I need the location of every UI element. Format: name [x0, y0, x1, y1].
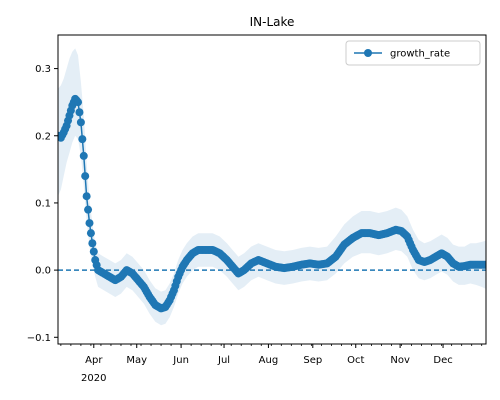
x-tick-label: Dec	[433, 355, 452, 366]
x-year-label: 2020	[81, 373, 106, 384]
x-tick-label: Jul	[217, 355, 230, 366]
data-point	[75, 108, 84, 117]
x-tick-label: Oct	[347, 355, 364, 366]
data-point	[85, 219, 94, 228]
confidence-band	[58, 48, 486, 326]
data-point	[482, 260, 486, 269]
x-tick-label: Apr	[85, 355, 103, 366]
y-tick-label: 0.3	[35, 64, 51, 75]
axes-frame	[57, 34, 487, 345]
data-point	[84, 205, 93, 214]
x-tick-label: Nov	[390, 355, 410, 366]
data-point	[81, 172, 90, 181]
y-tick-label: −0.1	[27, 333, 51, 344]
data-point	[86, 229, 95, 238]
legend: growth_rate	[345, 40, 481, 66]
data-point	[88, 239, 97, 248]
data-point	[89, 247, 98, 256]
x-tick-label: Aug	[259, 355, 279, 366]
data-point	[78, 135, 87, 144]
data-point	[82, 192, 91, 201]
y-tick-label: 0.2	[35, 131, 51, 142]
data-point	[79, 151, 88, 160]
plot-contents	[58, 48, 486, 326]
axes: −0.1 0.0 0.1 0.2 0.3 Apr May Jun Jul Aug Sep Oct Nov…	[27, 34, 487, 384]
plot-area	[58, 48, 486, 326]
x-tick-label: Jun	[172, 355, 189, 366]
y-tick-label: 0.0	[35, 266, 51, 277]
data-point	[74, 98, 83, 107]
legend-label: growth_rate	[390, 49, 450, 60]
data-point	[76, 118, 85, 127]
legend-box	[345, 40, 481, 66]
y-tick-label: 0.1	[35, 198, 51, 209]
chart-title: IN-Lake	[250, 15, 295, 29]
x-tick-label: May	[126, 355, 147, 366]
series-markers	[58, 94, 486, 313]
x-tick-label: Sep	[303, 355, 322, 366]
legend-marker-swatch	[364, 49, 372, 57]
